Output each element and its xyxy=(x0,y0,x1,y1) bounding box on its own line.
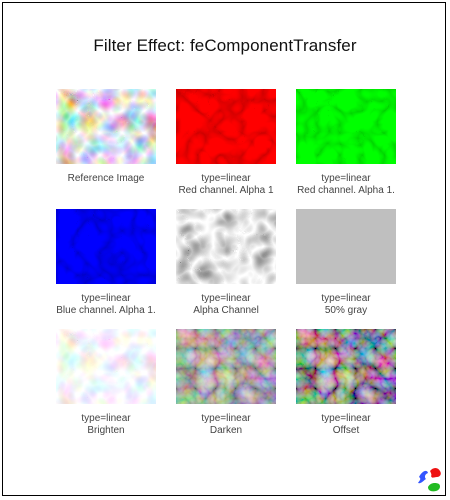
caption-line1: type=linear xyxy=(201,173,251,184)
caption-blue-channel: type=linear Blue channel. Alpha 1. xyxy=(26,293,186,317)
caption-line1: type=linear xyxy=(81,413,131,424)
reference-image xyxy=(56,89,156,164)
caption-line1: type=linear xyxy=(321,413,371,424)
caption-darken: type=linear Darken xyxy=(146,413,306,437)
caption-line2: Alpha Channel xyxy=(193,305,259,316)
caption-alpha-channel: type=linear Alpha Channel xyxy=(146,293,306,317)
caption-brighten: type=linear Brighten xyxy=(26,413,186,437)
blue-channel-image xyxy=(56,209,156,284)
gray-image xyxy=(296,209,396,284)
caption-line1: type=linear xyxy=(201,293,251,304)
red-channel-image xyxy=(176,89,276,164)
caption-line1: type=linear xyxy=(81,293,131,304)
caption-line2: Blue channel. Alpha 1. xyxy=(56,305,156,316)
caption-line1: Reference Image xyxy=(67,173,145,184)
caption-red-channel: type=linear Red channel. Alpha 1 xyxy=(146,173,306,197)
caption-line2: Red channel. Alpha 1 xyxy=(178,185,274,196)
caption-line1: type=linear xyxy=(321,293,371,304)
caption-line1: type=linear xyxy=(201,413,251,424)
darken-image xyxy=(176,329,276,404)
caption-line2: Red channel. Alpha 1. xyxy=(297,185,395,196)
caption-line2: Brighten xyxy=(87,425,125,436)
caption-line2: Darken xyxy=(209,425,243,436)
caption-gray: type=linear 50% gray xyxy=(266,293,426,317)
svg-logo-icon xyxy=(416,465,444,495)
caption-line2: 50% gray xyxy=(324,305,368,316)
green-channel-image xyxy=(296,89,396,164)
caption-line2: Offset xyxy=(332,425,360,436)
alpha-channel-image xyxy=(176,209,276,284)
caption-reference: Reference Image xyxy=(26,173,186,185)
offset-image xyxy=(296,329,396,404)
page-title: Filter Effect: feComponentTransfer xyxy=(93,36,357,55)
brighten-image xyxy=(56,329,156,404)
caption-line1: type=linear xyxy=(321,173,371,184)
caption-green-channel: type=linear Red channel. Alpha 1. xyxy=(266,173,426,197)
caption-offset: type=linear Offset xyxy=(266,413,426,437)
